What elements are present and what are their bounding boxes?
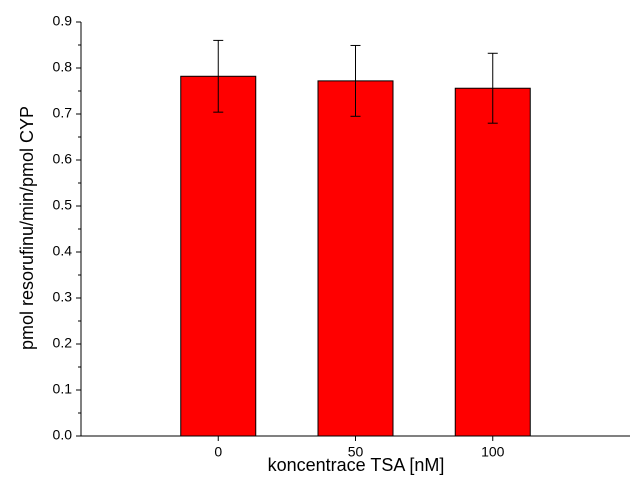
- bar-50: [317, 80, 394, 437]
- axes-group: [76, 21, 630, 441]
- y-tick-label-0.1: 0.1: [53, 381, 73, 397]
- y-tick-label-0.9: 0.9: [53, 13, 73, 29]
- y-tick-label-0.7: 0.7: [53, 105, 73, 121]
- error-bars-group: [213, 39, 498, 124]
- x-tick-label-50: 50: [348, 444, 364, 460]
- x-axis-title: koncentrace TSA [nM]: [268, 455, 445, 475]
- y-tick-label-0.5: 0.5: [53, 197, 73, 213]
- y-tick-label-0.2: 0.2: [53, 335, 73, 351]
- y-tick-labels: 0.0 0.1 0.2 0.3 0.4 0.5 0.6 0.7 0.8 0.9: [53, 13, 73, 443]
- bars-group: [180, 75, 531, 437]
- y-tick-label-0.3: 0.3: [53, 289, 73, 305]
- x-tick-label-0: 0: [214, 444, 222, 460]
- y-tick-label-0.4: 0.4: [53, 243, 73, 259]
- x-tick-labels: 0 50 100: [214, 444, 504, 460]
- x-tick-label-100: 100: [481, 444, 505, 460]
- y-tick-label-0.6: 0.6: [53, 151, 73, 167]
- y-tick-label-0.0: 0.0: [53, 427, 73, 443]
- y-axis-title: pmol resorufinu/min/pmol CYP: [17, 106, 37, 350]
- bar-100: [454, 87, 531, 437]
- bar-0: [180, 75, 257, 437]
- y-tick-label-0.8: 0.8: [53, 59, 73, 75]
